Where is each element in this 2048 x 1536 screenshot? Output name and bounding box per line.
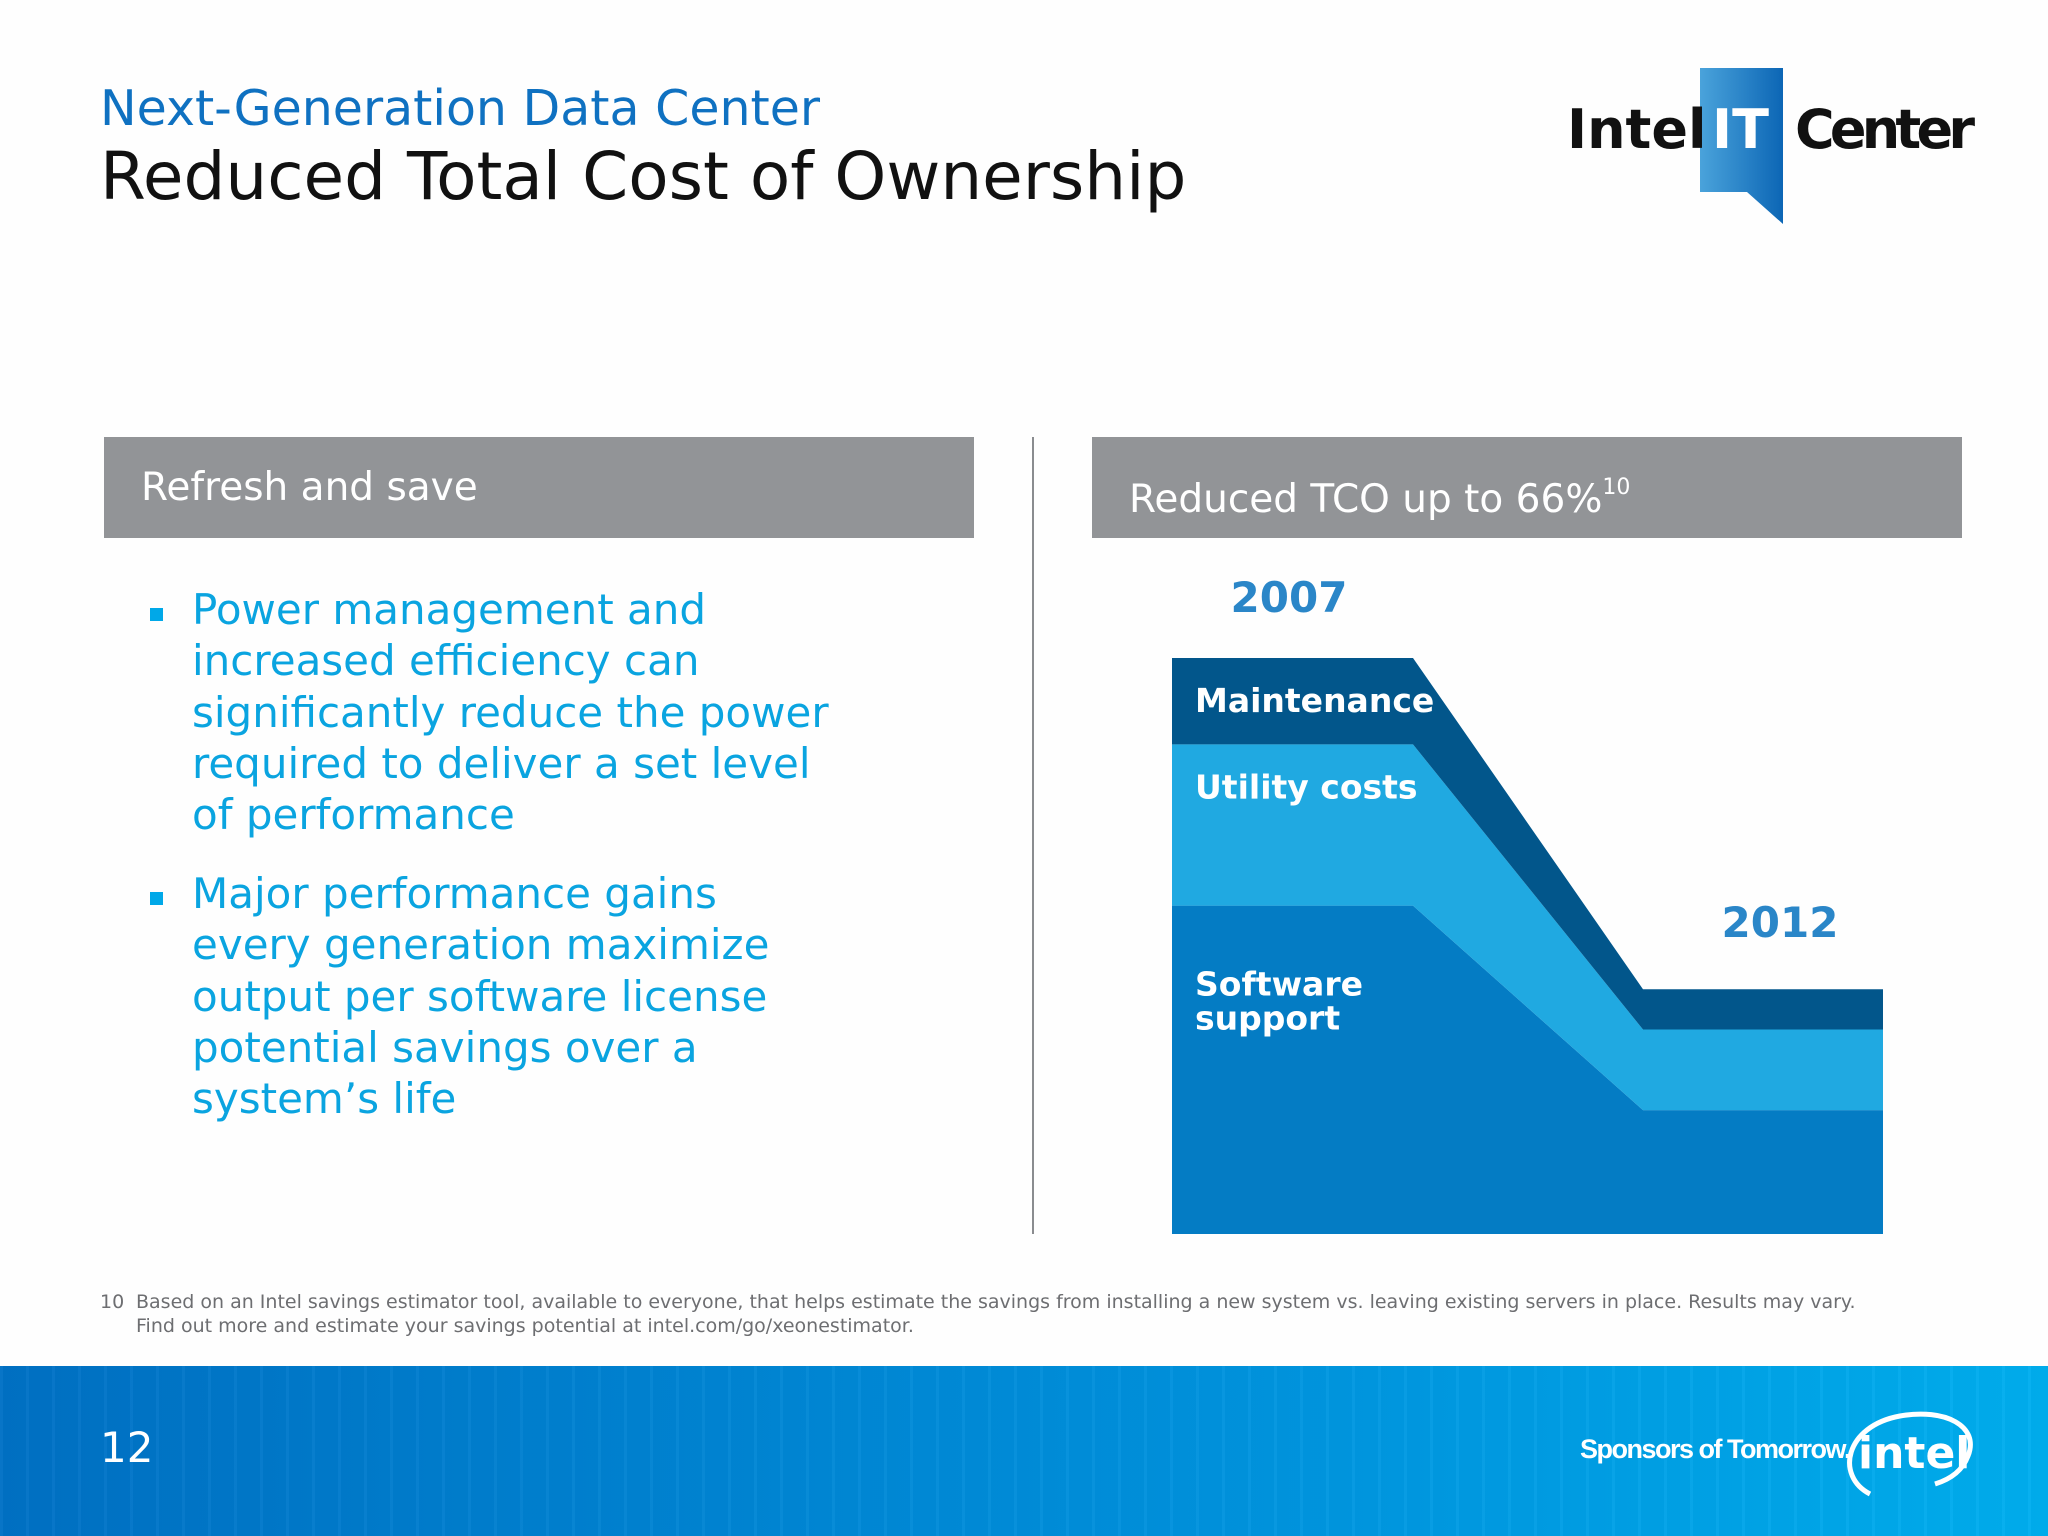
logo-text-center: Center <box>1795 98 1975 161</box>
bullet-text: Major performance gains every generation… <box>192 869 770 1124</box>
tco-header-text: Reduced TCO up to 66% <box>1129 477 1603 522</box>
intel-logo: intel <box>1847 1411 1973 1497</box>
page-number: 12 <box>100 1423 154 1472</box>
footer-band: 12 Sponsors of Tomorrow. intel <box>0 1366 2048 1536</box>
area-maintenance <box>1172 658 1883 1030</box>
slide-title: Reduced Total Cost of Ownership <box>100 138 1187 215</box>
bullet-square-icon <box>150 608 163 621</box>
series-label: support <box>1195 999 1340 1038</box>
logo-text-it: IT <box>1712 98 1769 161</box>
series-label: Software <box>1195 965 1363 1004</box>
section-subtitle: Next-Generation Data Center <box>100 80 821 137</box>
footnote-ref: 10 <box>1602 475 1631 500</box>
refresh-header-text: Refresh and save <box>141 465 478 510</box>
bullet-square-icon <box>150 892 163 905</box>
logo-text-intel: Intel <box>1567 98 1706 161</box>
refresh-and-save-header: Refresh and save <box>104 437 974 538</box>
reduced-tco-header: Reduced TCO up to 66%10 <box>1092 437 1962 538</box>
footnote-number: 10 <box>100 1291 125 1313</box>
tagline: Sponsors of Tomorrow. <box>1580 1434 1852 1464</box>
category-label-2007: 2007 <box>1231 573 1348 622</box>
intel-it-center-logo: Intel IT Center <box>1567 68 1975 224</box>
intel-logo-text: intel <box>1858 1428 1970 1479</box>
series-label: Maintenance <box>1195 681 1434 720</box>
area-software-support <box>1172 905 1883 1234</box>
footnote-text: Based on an Intel savings estimator tool… <box>136 1291 1856 1337</box>
area-utility-costs <box>1172 744 1883 1111</box>
category-label-2012: 2012 <box>1722 898 1839 947</box>
bullet-text: Power management and increased efficienc… <box>192 585 829 840</box>
panel-divider <box>1032 437 1034 1234</box>
series-label: Utility costs <box>1195 767 1418 806</box>
